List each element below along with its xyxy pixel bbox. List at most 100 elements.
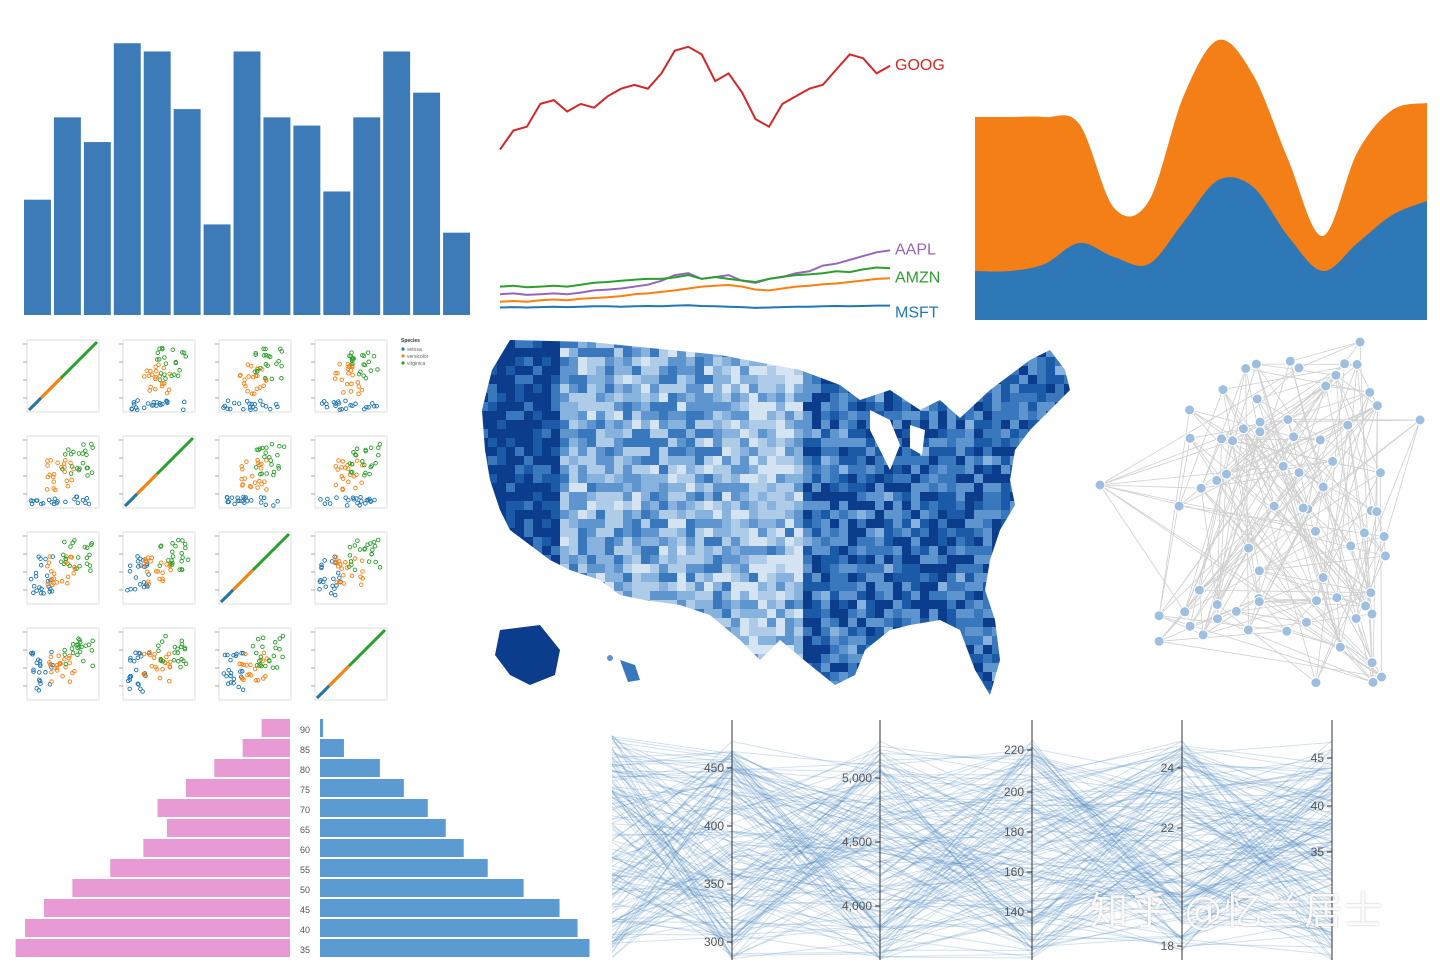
data-line — [612, 767, 1333, 949]
county-cell — [704, 357, 713, 366]
county-cell — [848, 501, 857, 510]
county-cell — [533, 537, 542, 546]
scatter-point — [332, 376, 338, 381]
county-cell — [812, 636, 821, 645]
county-cell — [938, 483, 947, 492]
edge — [1380, 472, 1382, 678]
county-cell — [578, 348, 587, 357]
county-cell — [695, 654, 704, 663]
county-cell — [1055, 627, 1064, 636]
scatter-point — [228, 673, 233, 679]
county-cell — [938, 618, 947, 627]
county-cell — [749, 384, 758, 393]
county-cell — [497, 681, 506, 690]
county-cell — [677, 654, 686, 663]
graph-node — [1366, 608, 1378, 620]
graph-node — [1317, 572, 1329, 583]
county-cell — [677, 375, 686, 384]
county-cell — [542, 582, 551, 591]
county-cell — [902, 420, 911, 429]
county-cell — [623, 573, 632, 582]
county-cell — [497, 600, 506, 609]
scatter-point — [34, 498, 39, 503]
county-cell — [605, 330, 614, 339]
county-cell — [920, 501, 929, 510]
county-cell — [488, 340, 497, 348]
county-cell — [551, 591, 560, 600]
county-cell — [965, 456, 974, 465]
county-cell — [875, 501, 884, 510]
county-cell — [758, 465, 767, 474]
county-cell — [911, 600, 920, 609]
scatter-point — [339, 465, 344, 470]
edge — [1286, 600, 1317, 632]
scatter-point — [131, 402, 137, 407]
axis-2-tick-4,000: 4,000 — [842, 899, 872, 913]
county-cell — [767, 465, 776, 474]
graph-node — [1254, 426, 1266, 438]
county-cell — [947, 546, 956, 555]
county-cell — [605, 636, 614, 645]
county-cell — [821, 555, 830, 564]
axis-3-tick-140: 140 — [1004, 905, 1024, 919]
county-cell — [929, 546, 938, 555]
county-cell — [758, 546, 767, 555]
data-line — [612, 760, 1333, 881]
county-cell — [857, 636, 866, 645]
scatter-point — [221, 671, 227, 676]
county-cell — [578, 573, 587, 582]
county-cell — [1028, 510, 1037, 519]
county-cell — [956, 501, 965, 510]
county-cell — [650, 429, 659, 438]
data-line — [612, 746, 1333, 931]
county-cell — [641, 663, 650, 672]
county-cell — [1064, 690, 1070, 695]
data-line — [612, 756, 1333, 960]
county-cell — [821, 663, 830, 672]
data-line — [612, 765, 1333, 936]
county-cell — [596, 528, 605, 537]
county-cell — [569, 465, 578, 474]
county-cell — [713, 645, 722, 654]
county-cell — [677, 645, 686, 654]
county-cell — [659, 393, 668, 402]
scatter-point — [274, 361, 279, 366]
county-cell — [767, 645, 776, 654]
county-cell — [1019, 537, 1028, 546]
county-cell — [956, 438, 965, 447]
scatter-point — [360, 459, 365, 464]
scatter-point — [156, 357, 162, 362]
county-cell — [470, 384, 479, 393]
county-cell — [1073, 618, 1082, 627]
county-cell — [920, 537, 929, 546]
county-cell — [911, 492, 920, 501]
cell-frame — [314, 531, 388, 605]
county-cell — [929, 573, 938, 582]
scatter-point — [160, 658, 166, 664]
county-cell — [605, 411, 614, 420]
county-cell — [542, 411, 551, 420]
county-cell — [929, 340, 938, 348]
county-cell — [515, 591, 524, 600]
data-line — [612, 764, 1333, 898]
county-cell — [983, 690, 992, 695]
county-cell — [1001, 681, 1010, 690]
county-cell — [1001, 474, 1010, 483]
county-cell — [596, 411, 605, 420]
scatter-point — [81, 658, 86, 664]
scatter-point — [160, 570, 165, 576]
county-cell — [740, 600, 749, 609]
county-cell — [695, 501, 704, 510]
county-cell — [1046, 600, 1055, 609]
scatter-point — [51, 576, 57, 581]
county-cell — [632, 600, 641, 609]
scatter-point — [142, 673, 147, 678]
county-cell — [1055, 609, 1064, 618]
county-cell — [482, 402, 488, 411]
county-cell — [884, 537, 893, 546]
data-line — [612, 740, 1333, 916]
scatter-point — [180, 538, 185, 543]
scatter-point — [166, 678, 172, 684]
county-cell — [812, 609, 821, 618]
county-cell — [686, 627, 695, 636]
